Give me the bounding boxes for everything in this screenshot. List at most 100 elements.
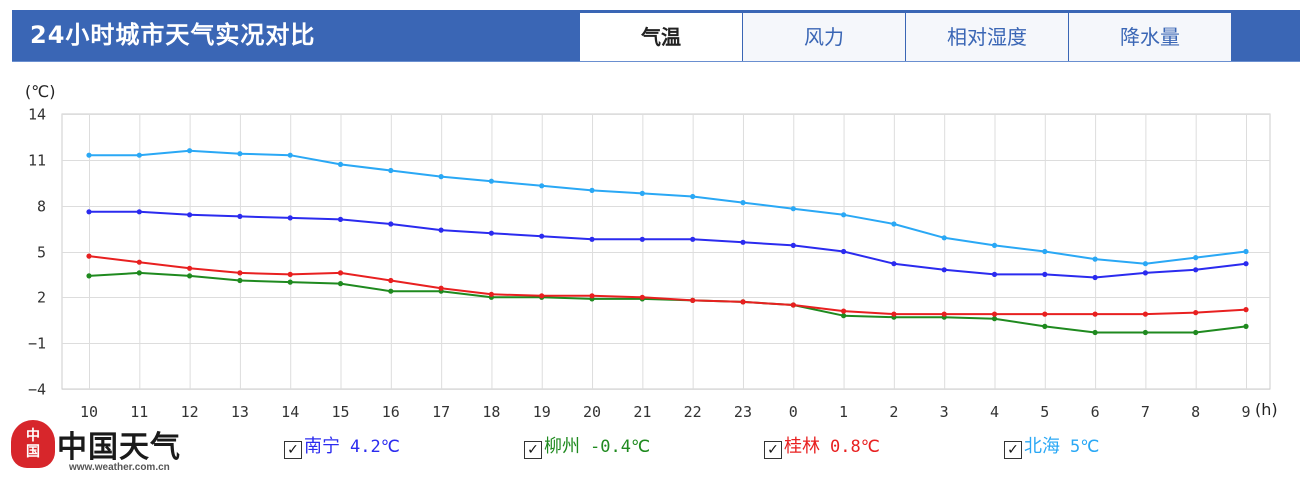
x-tick-label: 22 xyxy=(684,403,702,421)
data-point xyxy=(136,259,142,265)
tab-humidity[interactable]: 相对湿度 xyxy=(906,13,1069,61)
data-point xyxy=(438,227,444,233)
x-tick-label: 18 xyxy=(482,403,500,421)
data-point xyxy=(589,187,595,193)
data-point xyxy=(488,178,494,184)
data-point xyxy=(639,294,645,300)
legend-city-label: 柳州 xyxy=(544,436,580,457)
x-tick-label: 16 xyxy=(382,403,400,421)
data-point xyxy=(86,152,92,158)
data-point xyxy=(1092,256,1098,262)
legend-item-guilin[interactable]: ✓ 桂林 0.8℃ xyxy=(764,435,880,459)
legend-city-label: 桂林 xyxy=(784,436,820,457)
data-point xyxy=(639,190,645,196)
data-point xyxy=(237,277,243,284)
data-point xyxy=(539,293,545,299)
data-point xyxy=(287,215,293,221)
data-point xyxy=(841,248,847,255)
data-point xyxy=(740,239,746,245)
data-point xyxy=(991,271,998,277)
data-point xyxy=(1142,311,1148,317)
y-tick-label: 5 xyxy=(37,244,46,262)
header-bar: 24小时城市天气实况对比 气温 风力 相对湿度 降水量 xyxy=(12,10,1300,62)
data-point xyxy=(1243,261,1249,267)
data-point xyxy=(1243,323,1249,329)
x-tick-label: 8 xyxy=(1191,403,1200,421)
data-point xyxy=(1042,311,1048,317)
legend-item-beihai[interactable]: ✓ 北海 5℃ xyxy=(1004,435,1099,459)
data-point xyxy=(841,313,847,319)
series-line xyxy=(89,149,1247,265)
data-point xyxy=(1243,307,1249,313)
data-point xyxy=(991,311,998,317)
data-point xyxy=(86,273,92,279)
data-point xyxy=(438,285,444,291)
data-point xyxy=(287,271,293,277)
page-title: 24小时城市天气实况对比 xyxy=(30,21,316,49)
logo: 中国 中国天气 www.weather.com.cn xyxy=(11,418,211,478)
x-tick-label: 7 xyxy=(1141,403,1150,421)
data-point xyxy=(187,265,193,271)
checkbox-icon[interactable]: ✓ xyxy=(524,441,542,459)
tab-precipitation[interactable]: 降水量 xyxy=(1069,13,1232,61)
y-tick-label: −1 xyxy=(28,335,46,353)
x-tick-label: 5 xyxy=(1040,403,1049,421)
x-tick-label: 3 xyxy=(940,403,949,421)
x-tick-label: 12 xyxy=(181,403,199,421)
data-point xyxy=(86,253,92,259)
data-point xyxy=(690,193,696,200)
data-point xyxy=(136,152,142,158)
x-tick-label: 4 xyxy=(990,403,999,421)
data-point xyxy=(388,288,394,294)
data-point xyxy=(438,174,444,180)
data-point xyxy=(740,200,746,206)
x-tick-label: 14 xyxy=(281,403,299,421)
tab-wind[interactable]: 风力 xyxy=(743,13,906,61)
data-point xyxy=(941,267,947,273)
x-tick-label: 19 xyxy=(533,403,551,421)
x-tick-label: 23 xyxy=(734,403,752,421)
checkbox-icon[interactable]: ✓ xyxy=(1004,441,1022,459)
x-tick-label: 2 xyxy=(889,403,898,421)
data-point xyxy=(337,281,344,287)
series-line xyxy=(88,255,1247,316)
data-point xyxy=(1243,248,1249,255)
tab-temperature[interactable]: 气温 xyxy=(580,13,743,61)
data-point xyxy=(1042,271,1048,277)
legend-item-liuzhou[interactable]: ✓ 柳州 -0.4℃ xyxy=(524,435,650,459)
data-point xyxy=(891,261,897,267)
data-point xyxy=(388,167,394,174)
data-point xyxy=(1193,310,1199,316)
x-axis-unit-label: (h) xyxy=(1255,400,1278,419)
data-point xyxy=(690,297,696,303)
x-tick-label: 20 xyxy=(583,403,601,421)
legend-city-value: 4.2℃ xyxy=(350,437,400,457)
y-tick-label: 14 xyxy=(28,106,46,124)
data-point xyxy=(1142,270,1148,276)
checkbox-icon[interactable]: ✓ xyxy=(284,441,302,459)
data-point xyxy=(790,206,796,212)
data-point xyxy=(1092,274,1098,281)
data-point xyxy=(690,236,696,242)
data-point xyxy=(237,270,243,276)
y-tick-label: −4 xyxy=(28,381,46,399)
data-point xyxy=(1042,248,1048,255)
data-point xyxy=(891,311,897,317)
data-point xyxy=(790,242,796,248)
legend-item-nanning[interactable]: ✓ 南宁 4.2℃ xyxy=(284,435,400,459)
x-tick-label: 11 xyxy=(130,403,148,421)
data-point xyxy=(589,236,595,242)
data-point xyxy=(337,270,344,276)
x-tick-label: 6 xyxy=(1091,403,1100,421)
legend-city-value: 0.8℃ xyxy=(830,437,880,457)
checkbox-icon[interactable]: ✓ xyxy=(764,441,782,459)
data-point xyxy=(187,212,193,218)
x-tick-label: 13 xyxy=(231,403,249,421)
data-point xyxy=(841,308,847,314)
data-point xyxy=(891,221,897,227)
data-point xyxy=(841,212,847,218)
data-point xyxy=(136,209,142,215)
logo-text: 中国天气 xyxy=(57,430,181,465)
